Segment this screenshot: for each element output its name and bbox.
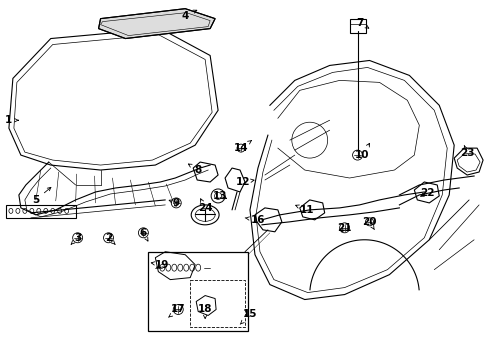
- Ellipse shape: [30, 208, 34, 213]
- Text: 15: 15: [240, 310, 257, 324]
- Ellipse shape: [58, 208, 61, 213]
- Text: 11: 11: [295, 205, 313, 215]
- Text: 22: 22: [419, 188, 434, 198]
- Ellipse shape: [64, 208, 68, 213]
- Text: 5: 5: [32, 187, 51, 205]
- Polygon shape: [99, 9, 215, 39]
- Text: 8: 8: [188, 164, 202, 175]
- Text: 2: 2: [105, 233, 115, 244]
- Text: 23: 23: [459, 145, 473, 158]
- Text: 21: 21: [337, 223, 351, 233]
- Bar: [349, 19, 365, 32]
- Text: 16: 16: [244, 215, 264, 225]
- Text: 13: 13: [212, 191, 227, 201]
- Text: 19: 19: [151, 260, 169, 270]
- Ellipse shape: [51, 208, 55, 213]
- Ellipse shape: [23, 208, 27, 213]
- Text: 4: 4: [181, 10, 196, 21]
- Text: 17: 17: [168, 305, 185, 317]
- Text: 9: 9: [169, 198, 180, 208]
- Text: 14: 14: [233, 141, 251, 153]
- Text: 10: 10: [355, 143, 369, 160]
- Ellipse shape: [44, 208, 48, 213]
- Text: 7: 7: [355, 18, 368, 28]
- Bar: [148, 252, 247, 332]
- Ellipse shape: [16, 208, 20, 213]
- Text: 3: 3: [71, 233, 81, 244]
- Ellipse shape: [37, 208, 41, 213]
- Bar: [190, 280, 244, 328]
- Text: 18: 18: [198, 305, 212, 319]
- Text: 24: 24: [198, 199, 212, 213]
- Text: 12: 12: [235, 177, 254, 187]
- Text: 1: 1: [5, 115, 18, 125]
- Text: 20: 20: [362, 217, 376, 230]
- Ellipse shape: [9, 208, 13, 213]
- Text: 6: 6: [140, 228, 148, 241]
